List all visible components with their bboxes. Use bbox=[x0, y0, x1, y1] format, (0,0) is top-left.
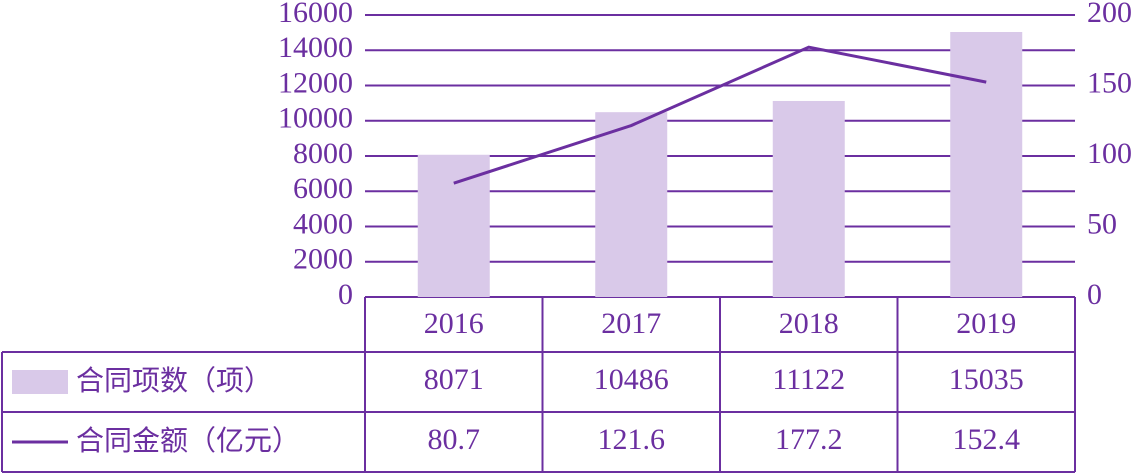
table-value: 11122 bbox=[772, 363, 845, 396]
table-value: 121.6 bbox=[598, 423, 666, 456]
y2-tick-label: 150 bbox=[1087, 66, 1132, 99]
y-tick-label: 12000 bbox=[278, 66, 353, 99]
table-value: 80.7 bbox=[428, 423, 481, 456]
x-tick-label: 2018 bbox=[779, 307, 839, 340]
y2-tick-label: 0 bbox=[1087, 278, 1102, 311]
y2-tick-label: 50 bbox=[1087, 207, 1117, 240]
bar bbox=[950, 32, 1023, 298]
legend-label: 合同项数（项） bbox=[76, 364, 272, 397]
y-tick-label: 14000 bbox=[278, 31, 353, 64]
table-value: 152.4 bbox=[953, 423, 1021, 456]
bar bbox=[595, 112, 668, 297]
table-value: 177.2 bbox=[775, 423, 843, 456]
y-tick-label: 4000 bbox=[293, 207, 353, 240]
x-tick-label: 2016 bbox=[424, 307, 484, 340]
y2-tick-label: 100 bbox=[1087, 137, 1132, 170]
y-tick-label: 16000 bbox=[278, 0, 353, 29]
bar bbox=[417, 154, 490, 297]
legend-label: 合同金额（亿元） bbox=[76, 424, 300, 457]
x-tick-label: 2019 bbox=[956, 307, 1016, 340]
table-value: 10486 bbox=[594, 363, 669, 396]
y2-tick-label: 200 bbox=[1087, 0, 1132, 29]
x-tick-label: 2017 bbox=[601, 307, 661, 340]
y-tick-label: 0 bbox=[338, 278, 353, 311]
table-value: 8071 bbox=[424, 363, 484, 396]
y-tick-label: 6000 bbox=[293, 172, 353, 205]
table-value: 15035 bbox=[949, 363, 1024, 396]
y-tick-label: 2000 bbox=[293, 243, 353, 276]
line bbox=[453, 45, 987, 185]
legend-swatch bbox=[12, 370, 68, 394]
y-tick-label: 8000 bbox=[293, 137, 353, 170]
y-tick-label: 10000 bbox=[278, 102, 353, 135]
bar bbox=[772, 100, 845, 297]
